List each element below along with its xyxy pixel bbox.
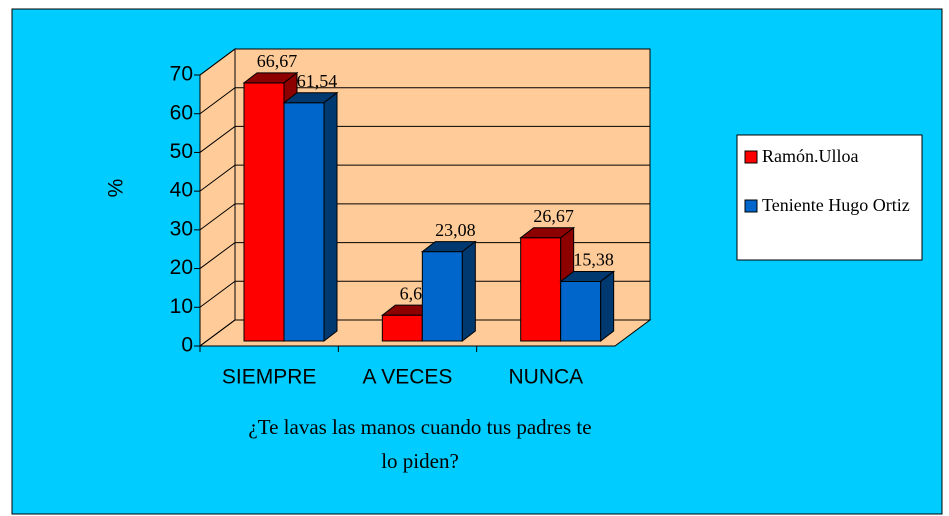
y-tick-label: 30	[170, 217, 193, 240]
legend-label-box: Ramón.Ulloa	[762, 146, 859, 166]
bar-front	[283, 102, 325, 342]
bar	[559, 270, 616, 343]
grid-line	[199, 125, 650, 153]
y-tick-label: 40	[170, 179, 193, 202]
y-tick-label: 60	[170, 101, 193, 124]
bar-side	[323, 91, 338, 343]
x-tick-label: SIEMPRE	[222, 366, 317, 389]
bar-side	[461, 240, 476, 343]
bar-front	[520, 237, 562, 342]
x-axis-label: ¿Te lavas las manos cuando tus padres te…	[248, 415, 592, 473]
y-tick-label: 0	[181, 334, 193, 357]
bar-front	[421, 251, 463, 342]
y-tick-label: 20	[170, 256, 193, 279]
legend-label: Ramón.Ulloa	[762, 146, 859, 166]
legend: Ramón.Ulloa Teniente Hugo Ortiz	[744, 146, 910, 215]
bar	[282, 91, 339, 343]
y-tick-label: 50	[170, 140, 193, 163]
grid-line	[199, 48, 650, 76]
x-tick-label: NUNCA	[508, 366, 583, 389]
x-axis-label-box: ¿Te lavas las manos cuando tus padres te…	[248, 415, 592, 473]
bar-front	[381, 314, 423, 342]
legend-swatch	[744, 150, 758, 164]
grid-line	[199, 87, 650, 115]
data-label: 61,54	[297, 71, 338, 91]
x-tick-label: A VECES	[363, 366, 453, 389]
legend-swatch	[744, 199, 758, 213]
legend-label-box: Teniente Hugo Ortiz	[762, 195, 910, 215]
bar-front	[560, 280, 602, 342]
grid-line	[199, 164, 650, 192]
y-axis-label: %	[105, 179, 128, 198]
grid-line	[199, 280, 650, 308]
data-label: 15,38	[573, 250, 614, 270]
y-tick-label: 10	[170, 295, 193, 318]
grid-line	[199, 242, 650, 269]
data-label: 26,67	[533, 206, 574, 226]
bar	[420, 240, 477, 343]
data-label: 23,08	[435, 220, 476, 240]
y-tick-label: 70	[170, 63, 193, 86]
grid-line	[199, 319, 650, 347]
bar-front	[243, 82, 285, 342]
legend-box	[736, 134, 923, 261]
side-wall	[199, 48, 236, 347]
data-label: 66,67	[257, 51, 298, 71]
bar-side	[600, 270, 615, 343]
legend-label: Teniente Hugo Ortiz	[762, 195, 910, 215]
grid-line	[199, 203, 650, 231]
